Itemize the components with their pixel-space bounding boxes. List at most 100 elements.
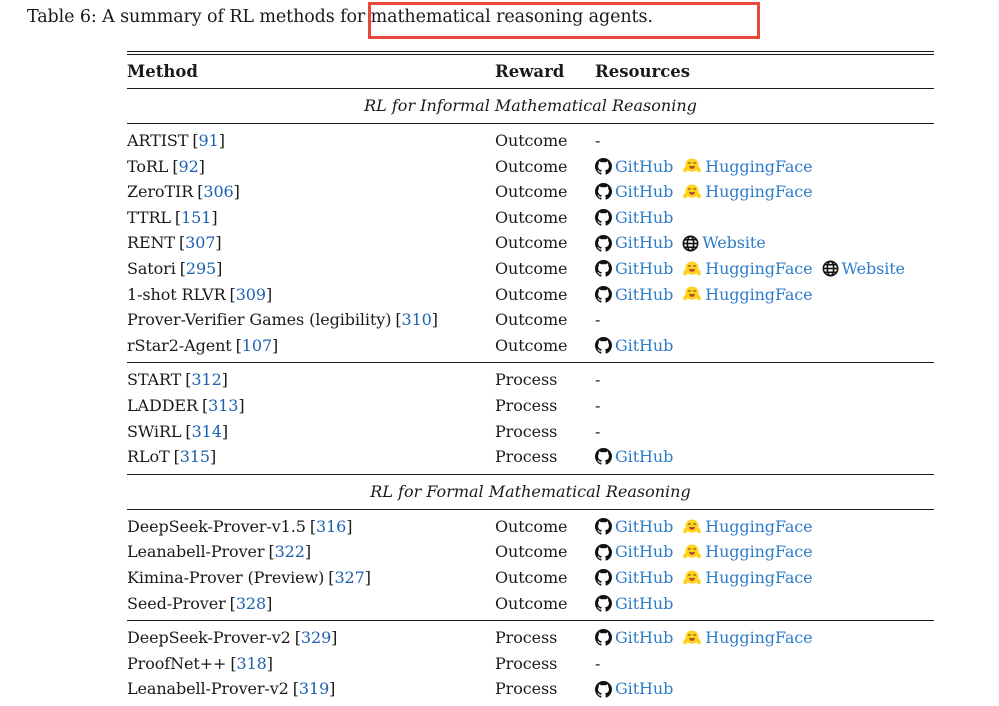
method-cell: Prover-Verifier Games (legibility) [310]: [127, 310, 438, 329]
method-name: Kimina-Prover (Preview): [127, 567, 325, 587]
citation-link[interactable]: 312: [191, 370, 222, 390]
github-link[interactable]: GitHub: [595, 179, 673, 205]
github-link[interactable]: GitHub: [595, 256, 673, 282]
website-link[interactable]: Website: [682, 230, 766, 256]
resources-cell: GitHub: [595, 591, 673, 617]
github-link[interactable]: GitHub: [595, 591, 673, 617]
resource-label: HuggingFace: [705, 182, 813, 202]
method-name: RENT: [127, 233, 175, 253]
resource-label: GitHub: [615, 258, 674, 278]
method-name: ProofNet++: [127, 653, 227, 673]
huggingface-link[interactable]: HuggingFace: [682, 565, 813, 591]
huggingface-link[interactable]: HuggingFace: [682, 539, 813, 565]
huggingface-link[interactable]: HuggingFace: [682, 625, 813, 651]
empty-marker: -: [595, 653, 601, 673]
github-icon: [595, 629, 612, 646]
github-link[interactable]: GitHub: [595, 154, 673, 180]
cite-open-bracket: [: [235, 335, 242, 355]
table-row: ProofNet++ [318] Process -: [127, 651, 934, 677]
huggingface-link[interactable]: HuggingFace: [682, 282, 813, 308]
github-link[interactable]: GitHub: [595, 676, 673, 702]
resources-cell: GitHub HuggingFace: [595, 282, 813, 308]
huggingface-icon: [682, 259, 702, 279]
section-title: RL for Formal Mathematical Reasoning: [370, 481, 691, 501]
citation-link[interactable]: 319: [298, 679, 330, 699]
table-row: Leanabell-Prover [322] Outcome GitHub Huggin…: [127, 539, 934, 565]
method-name: Seed-Prover: [127, 593, 226, 613]
github-link[interactable]: GitHub: [595, 565, 673, 591]
github-link[interactable]: GitHub: [595, 282, 673, 308]
huggingface-link[interactable]: HuggingFace: [682, 256, 813, 282]
citation-link[interactable]: 322: [274, 542, 305, 562]
reward-cell: Outcome: [495, 567, 568, 587]
citation-link[interactable]: 91: [198, 131, 219, 150]
citation-link[interactable]: 107: [241, 335, 273, 355]
table-row: ToRL [92] Outcome GitHub HuggingFace: [127, 154, 934, 180]
table-top-rule: [127, 51, 934, 55]
table-row: START [312] Process -: [127, 367, 934, 393]
huggingface-link[interactable]: HuggingFace: [682, 514, 813, 540]
column-header-method: Method: [127, 62, 198, 81]
resources-cell: GitHub HuggingFace: [595, 539, 813, 565]
resources-cell: GitHub HuggingFace Website: [595, 256, 905, 282]
empty-marker: -: [595, 131, 601, 150]
citation-link[interactable]: 318: [236, 653, 267, 673]
website-link[interactable]: Website: [822, 256, 905, 282]
github-link[interactable]: GitHub: [595, 539, 673, 565]
citation-link[interactable]: 309: [235, 284, 266, 304]
huggingface-link[interactable]: HuggingFace: [682, 179, 813, 205]
citation-link[interactable]: 310: [401, 310, 432, 330]
github-link[interactable]: GitHub: [595, 205, 673, 231]
citation-link[interactable]: 315: [179, 447, 210, 467]
github-link[interactable]: GitHub: [595, 625, 673, 651]
citation-link[interactable]: 151: [181, 207, 212, 227]
citation-link[interactable]: 307: [185, 233, 216, 253]
citation-link[interactable]: 92: [178, 156, 199, 176]
github-link[interactable]: GitHub: [595, 333, 673, 359]
cite-close-bracket: ]: [431, 310, 438, 330]
resources-cell: -: [595, 128, 600, 154]
row-group: DeepSeek-Prover-v2 [329] Process GitHub Hugg…: [127, 621, 934, 706]
cite-open-bracket: [: [229, 593, 236, 613]
reward-cell: Outcome: [495, 310, 568, 330]
citation-link[interactable]: 328: [235, 593, 267, 613]
table-rule: [127, 362, 934, 364]
globe-icon: [682, 235, 699, 252]
resources-cell: GitHub HuggingFace: [595, 565, 813, 591]
github-link[interactable]: GitHub: [595, 444, 673, 470]
table-row: SWiRL [314] Process -: [127, 419, 934, 445]
table-rule: [127, 620, 934, 622]
citation-link[interactable]: 316: [315, 516, 347, 536]
resources-cell: -: [595, 393, 600, 419]
cite-open-bracket: [: [229, 284, 236, 304]
github-link[interactable]: GitHub: [595, 514, 673, 540]
rl-methods-table: Method Reward Resources RL for Informal …: [127, 51, 934, 706]
table-row: LADDER [313] Process -: [127, 393, 934, 419]
cite-open-bracket: [: [197, 182, 204, 202]
citation-link[interactable]: 313: [208, 395, 239, 415]
annotation-box: [368, 2, 760, 39]
citation-link[interactable]: 327: [334, 567, 365, 587]
method-cell: ARTIST [91]: [127, 131, 225, 150]
citation-link[interactable]: 329: [300, 628, 332, 648]
method-name: ARTIST: [127, 131, 189, 150]
reward-cell: Outcome: [495, 156, 568, 176]
citation-link[interactable]: 314: [191, 421, 222, 441]
table-row: Kimina-Prover (Preview) [327] Outcome GitHu…: [127, 565, 934, 591]
cite-open-bracket: [: [201, 395, 209, 415]
huggingface-link[interactable]: HuggingFace: [682, 154, 813, 180]
method-cell: 1-shot RLVR [309]: [127, 285, 272, 304]
citation-link[interactable]: 306: [203, 182, 234, 202]
github-icon: [595, 183, 612, 201]
table-rule: [127, 508, 934, 510]
empty-marker: -: [595, 421, 601, 441]
cite-open-bracket: [: [174, 207, 182, 227]
huggingface-icon: [682, 284, 702, 304]
reward-cell: Process: [495, 421, 558, 441]
citation-link[interactable]: 295: [185, 258, 217, 278]
cite-open-bracket: [: [395, 310, 402, 330]
github-icon: [595, 157, 612, 175]
github-link[interactable]: GitHub: [595, 230, 673, 256]
reward-cell: Outcome: [495, 284, 568, 304]
resource-label: GitHub: [615, 679, 674, 699]
